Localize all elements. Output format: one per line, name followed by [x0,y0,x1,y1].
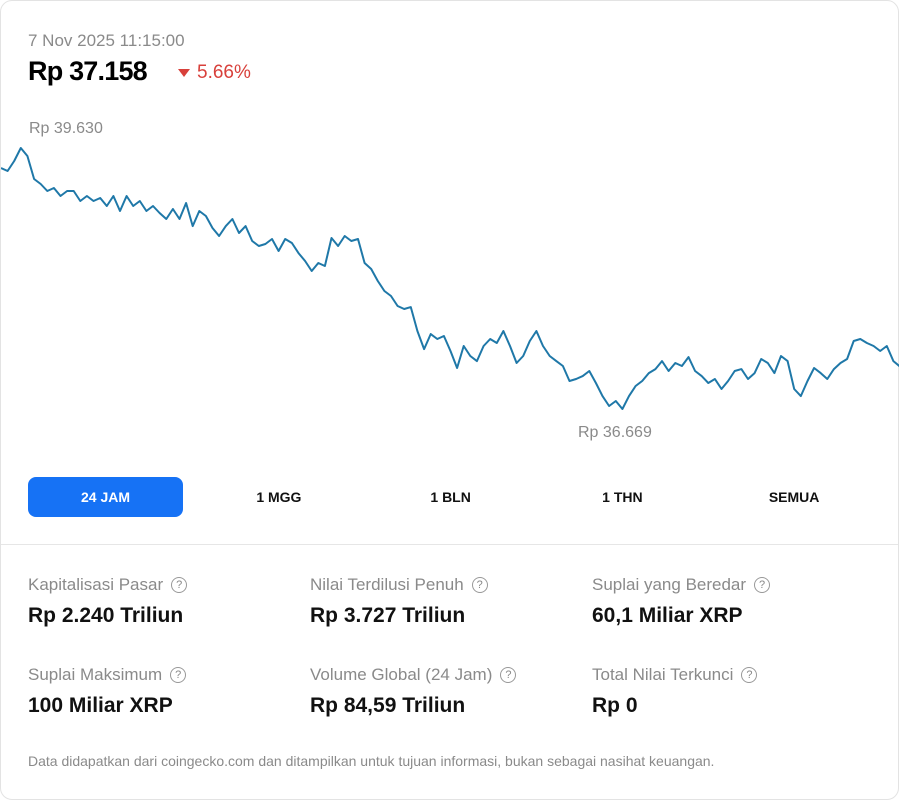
stat-value: 60,1 Miliar XRP [592,604,743,627]
price-change: 5.66% [178,62,251,84]
stat-value: Rp 84,59 Triliun [310,694,466,717]
help-icon[interactable]: ? [500,667,517,683]
price-line [1,147,899,410]
stat-market-cap: Kapitalisasi Pasar? Rp 2.240 Triliun [28,575,188,628]
time-range-tabs: 24 JAM 1 MGG 1 BLN 1 THN SEMUA [28,477,880,517]
help-icon[interactable]: ? [471,577,488,593]
help-icon[interactable]: ? [171,577,188,593]
price-change-percent: 5.66% [197,62,251,83]
disclaimer: Data didapatkan dari coingecko.com dan d… [28,753,715,769]
stat-label: Volume Global (24 Jam) [310,665,493,684]
stat-value: Rp 3.727 Triliun [310,604,466,627]
stat-value: Rp 2.240 Triliun [28,604,184,627]
stat-circulating-supply: Suplai yang Beredar? 60,1 Miliar XRP [592,575,771,628]
stat-label: Total Nilai Terkunci [592,665,734,684]
stat-value: Rp 0 [592,694,638,717]
stat-label: Suplai Maksimum [28,665,163,684]
stat-label: Suplai yang Beredar [592,575,747,594]
stat-max-supply: Suplai Maksimum? 100 Miliar XRP [28,665,187,718]
stat-value: 100 Miliar XRP [28,694,173,717]
timestamp: 7 Nov 2025 11:15:00 [28,31,185,50]
help-icon[interactable]: ? [754,577,771,593]
stat-label: Nilai Terdilusi Penuh [310,575,464,594]
stat-fully-diluted: Nilai Terdilusi Penuh? Rp 3.727 Triliun [310,575,488,628]
chart-max-label: Rp 39.630 [29,120,103,137]
divider [1,544,898,545]
price-chart[interactable] [1,131,899,431]
help-icon[interactable]: ? [170,667,187,683]
tab-1-thn[interactable]: 1 THN [602,489,643,505]
tab-1-mgg[interactable]: 1 MGG [256,489,302,505]
down-triangle-icon [178,69,190,77]
tab-semua[interactable]: SEMUA [768,489,820,505]
stat-global-volume: Volume Global (24 Jam)? Rp 84,59 Triliun [310,665,517,718]
help-icon[interactable]: ? [741,667,758,683]
stat-total-value-locked: Total Nilai Terkunci? Rp 0 [592,665,758,718]
tab-24-jam[interactable]: 24 JAM [28,477,183,517]
tab-1-bln[interactable]: 1 BLN [430,489,471,505]
chart-min-label: Rp 36.669 [578,424,652,441]
stat-label: Kapitalisasi Pasar [28,575,164,594]
current-price: Rp 37.158 [28,56,148,86]
